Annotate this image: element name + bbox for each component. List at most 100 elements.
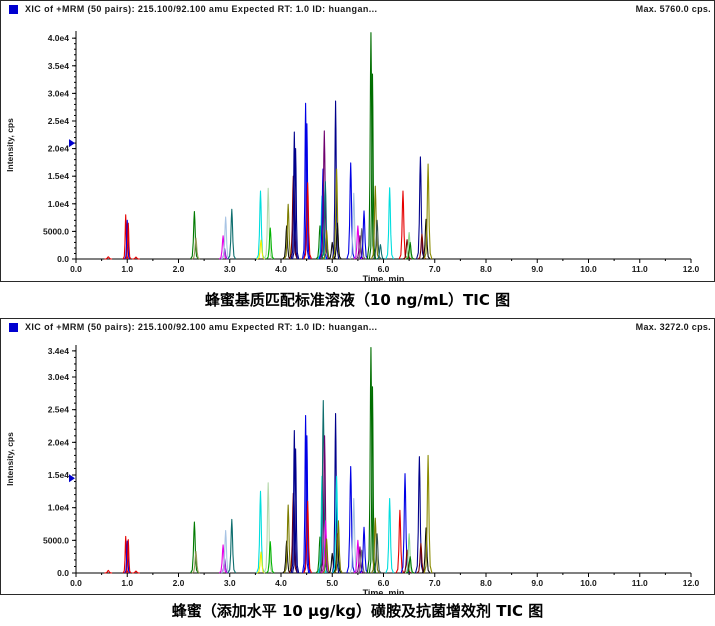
chromatogram-peak: [290, 430, 298, 574]
chromatogram-peak: [283, 203, 293, 260]
chart-title: XIC of +MRM (50 pairs): 215.100/92.100 a…: [25, 4, 378, 14]
chromatogram-peak: [227, 518, 237, 574]
chromatogram-peak: [370, 517, 380, 574]
chromatogram-peak: [125, 539, 132, 574]
x-tick-label: 10.0: [580, 264, 597, 274]
x-tick-label: 3.0: [224, 264, 236, 274]
y-tick-label: 2.5e4: [48, 405, 70, 415]
x-tick-label: 11.0: [632, 264, 648, 274]
x-axis-title: Time, min: [363, 274, 405, 281]
chromatogram-peak: [104, 569, 113, 574]
chromatogram-peak: [256, 551, 266, 574]
chromatogram-peak: [190, 521, 199, 574]
chromatogram-plot-1[interactable]: 0.0 5000.0 1.0e4 1.5e4 2.0e4 2.5e4 3.0e4 3.5e4 4…: [1, 1, 714, 281]
x-tick-label: 6.0: [378, 578, 390, 588]
chromatogram-peak: [395, 509, 405, 574]
chromatogram-peak: [283, 504, 293, 574]
chromatogram-peak: [227, 208, 237, 260]
y-tick-label: 4.0e4: [48, 33, 70, 43]
chromatogram-peak: [333, 222, 342, 260]
y-tick-label: 3.5e4: [48, 61, 70, 71]
chromatogram-peak: [263, 187, 273, 260]
chromatogram-peak: [406, 556, 415, 574]
x-tick-label: 5.0: [326, 264, 338, 274]
chromatogram-peak: [357, 228, 366, 260]
x-tick-label: 8.0: [480, 264, 492, 274]
caption-1: 蜂蜜基质匹配标准溶液（10 ng/mL）TIC 图: [204, 291, 511, 309]
chromatogram-peak: [282, 225, 291, 260]
x-tick-label: 9.0: [531, 578, 543, 588]
chromatogram-peak: [359, 210, 369, 260]
x-tick-label: 5.0: [326, 578, 338, 588]
x-tick-label: 1.0: [121, 578, 133, 588]
chart-title: XIC of +MRM (50 pairs): 215.100/92.100 a…: [25, 322, 378, 332]
chromatogram-peak: [385, 497, 395, 574]
x-tick-label: 12.0: [683, 264, 700, 274]
y-tick-label: 5000.0: [43, 226, 69, 236]
y-tick-label: 0.0: [57, 254, 69, 264]
chromatogram-peak: [370, 185, 380, 260]
chromatogram-peak: [125, 222, 132, 260]
chromatogram-peak: [191, 237, 201, 260]
chromatogram-peak: [334, 520, 343, 574]
chromatogram-peak: [366, 32, 376, 260]
max-cps-label: Max. 3272.0 cps.: [635, 322, 711, 332]
x-tick-label: 12.0: [683, 578, 700, 588]
x-tick-label: 11.0: [632, 578, 648, 588]
y-tick-label: 1.5e4: [48, 470, 70, 480]
chromatogram-peak: [190, 210, 199, 260]
x-axis-title: Time, min: [363, 588, 405, 594]
y-tick-label: 2.0e4: [48, 144, 70, 154]
axis-marker-handle[interactable]: [69, 139, 75, 148]
chromatogram-peak: [359, 526, 369, 574]
chromatogram-peak: [218, 544, 228, 574]
chart-header-1: XIC of +MRM (50 pairs): 215.100/92.100 a…: [1, 2, 714, 16]
axis-lines: [75, 345, 691, 574]
chromatogram-peak: [218, 235, 228, 260]
chromatogram-peak: [301, 415, 310, 574]
y-tick-label: 3.0e4: [48, 372, 70, 382]
chromatogram-peak: [301, 102, 310, 260]
series-color-icon: [9, 323, 18, 332]
chromatogram-plot-2[interactable]: 0.0 5000.0 1.0e4 1.5e4 2.0e4 2.5e4 3.0e4 3.4e4 0…: [1, 319, 714, 594]
y-tick-label: 0.0: [57, 568, 69, 578]
series-color-icon: [9, 5, 18, 14]
chromatogram-peak: [132, 256, 140, 260]
chromatogram-peak: [265, 541, 275, 574]
x-tick-label: 4.0: [275, 578, 287, 588]
chromatogram-peak: [322, 229, 331, 260]
x-tick-label: 0.0: [70, 578, 82, 588]
chromatogram-peak: [349, 497, 359, 574]
chromatogram-peak: [132, 570, 140, 574]
x-tick-label: 2.0: [173, 264, 185, 274]
chromatogram-peak: [416, 543, 426, 574]
x-tick-label: 2.0: [173, 578, 185, 588]
axis-marker-handle[interactable]: [69, 474, 75, 483]
chromatogram-peak: [423, 454, 433, 574]
x-tick-label: 10.0: [580, 578, 597, 588]
chromatogram-peak: [282, 540, 291, 574]
chromatogram-peak: [404, 231, 414, 260]
chromatogram-peak: [303, 435, 311, 574]
chromatogram-peak: [385, 187, 394, 260]
x-tick-label: 7.0: [429, 264, 441, 274]
chromatogram-peak: [256, 239, 266, 260]
chromatogram-peak: [357, 549, 366, 574]
x-tick-label: 8.0: [480, 578, 492, 588]
chromatogram-peak: [191, 550, 201, 574]
chromatogram-peak: [303, 500, 313, 574]
x-tick-label: 6.0: [378, 264, 390, 274]
chromatogram-peak: [291, 148, 300, 260]
chromatogram-peak: [398, 190, 408, 260]
chromatogram-peak: [290, 131, 298, 260]
chromatogram-peak: [349, 192, 359, 260]
chromatogram-peak: [321, 520, 330, 574]
chromatogram-peak: [104, 256, 113, 260]
y-tick-label: 3.4e4: [48, 346, 70, 356]
max-cps-label: Max. 5760.0 cps.: [635, 4, 711, 14]
x-tick-label: 9.0: [531, 264, 543, 274]
chromatogram-peak: [322, 538, 331, 574]
chromatogram-peak: [221, 529, 230, 574]
y-tick-label: 3.0e4: [48, 88, 70, 98]
